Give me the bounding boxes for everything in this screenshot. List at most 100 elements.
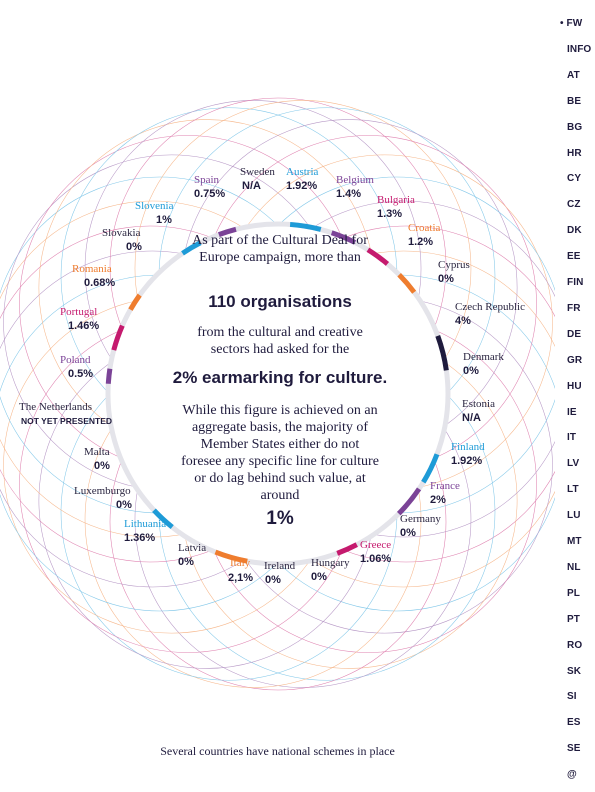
ring-segment-portugal [111, 324, 125, 351]
country-value: 1.92% [286, 180, 318, 192]
around-value: 1% [266, 508, 294, 529]
decorative-circle-pattern [0, 97, 555, 691]
country-value: 0% [178, 556, 194, 568]
country-name: Finland [451, 441, 485, 453]
ring-segment-finland [421, 453, 440, 484]
country-value: 1.3% [377, 208, 403, 220]
country-name: Romania [72, 263, 112, 275]
country-value: 1.46% [68, 320, 100, 332]
country-value: 0% [265, 574, 281, 586]
center-disc [106, 222, 450, 566]
country-name: Lithuania [124, 518, 167, 530]
nav-item-gr[interactable]: GR [567, 354, 583, 366]
ring-segment-croatia [397, 272, 417, 294]
country-value: 0.75% [194, 188, 226, 200]
country-name: Greece [360, 539, 392, 551]
nav-item-it[interactable]: IT [567, 432, 577, 444]
nav-item-fw[interactable]: • FW [560, 18, 583, 29]
country-value: 0% [400, 527, 416, 539]
ring-segment-czech-republic [435, 335, 449, 371]
ring-segment-slovenia [181, 240, 202, 256]
nav-item-lu[interactable]: LU [567, 510, 581, 522]
nav-item-mt[interactable]: MT [567, 536, 582, 547]
country-value: 0.68% [84, 277, 116, 289]
nav-item-cz[interactable]: CZ [567, 199, 581, 211]
nav-item-hu[interactable]: HU [567, 380, 582, 392]
country-name: Estonia [462, 398, 495, 410]
nav-item-si[interactable]: SI [567, 691, 577, 703]
nav-item-se[interactable]: SE [567, 743, 581, 755]
country-value: 0% [94, 460, 110, 472]
country-value: 1.36% [124, 532, 156, 544]
country-name: Belgium [336, 174, 374, 186]
nav-item-bg[interactable]: BG [567, 121, 583, 133]
nav-item-sk[interactable]: SK [567, 665, 582, 677]
body-text: While this figure is achieved on an aggr… [181, 403, 379, 503]
country-name: Slovenia [135, 200, 174, 212]
nav-item-fr[interactable]: FR [567, 302, 581, 314]
earmark-headline: 2% earmarking for culture. [172, 368, 388, 387]
country-value: 1.4% [336, 188, 362, 200]
nav-item-cy[interactable]: CY [567, 173, 582, 185]
country-value: 0% [463, 365, 479, 377]
country-value: 1.92% [451, 455, 483, 467]
nav-item-es[interactable]: ES [567, 717, 581, 729]
ring-segment-france [396, 487, 422, 516]
country-value: 0% [116, 499, 132, 511]
country-name: Portugal [60, 306, 98, 318]
country-name: Austria [286, 166, 319, 178]
nav-item-dk[interactable]: DK [567, 225, 582, 237]
nav-item-ee[interactable]: EE [567, 251, 581, 263]
nav-item-fin[interactable]: FIN [567, 277, 584, 288]
ring-segment-lithuania [152, 508, 174, 530]
ring-segment-bulgaria [366, 247, 390, 266]
nav-item-hr[interactable]: HR [567, 147, 582, 159]
sectors-text: from the cultural and creative sectors h… [197, 325, 363, 357]
country-nav: • FW INFO AT BE BG HR CY CZ DK EE FIN FR DE GR HU IE IT L… [555, 0, 595, 792]
ring-segment-spain [217, 226, 237, 237]
ring-segment-belgium [330, 230, 357, 245]
country-name: France [430, 480, 460, 492]
country-name: Slovakia [102, 227, 141, 239]
nav-item-pt[interactable]: PT [567, 613, 580, 625]
nav-item-be[interactable]: BE [567, 95, 582, 107]
country-value: 0% [438, 273, 454, 285]
nav-item-info[interactable]: INFO [567, 43, 592, 55]
country-name: Bulgaria [377, 194, 415, 206]
country-name: Czech Republic [455, 301, 525, 313]
country-name: Germany [400, 513, 441, 525]
nav-item-ie[interactable]: IE [567, 406, 577, 418]
country-name: Malta [84, 446, 110, 458]
nav-item-pl[interactable]: PL [567, 587, 580, 599]
country-name: Croatia [408, 222, 441, 234]
country-value: 0.5% [68, 368, 94, 380]
country-name: Poland [60, 354, 91, 366]
ring-segment-poland [105, 368, 113, 384]
country-name: Sweden [240, 166, 275, 178]
nav-item-email[interactable]: @ [567, 769, 577, 781]
country-name: Luxemburgo [74, 485, 131, 497]
nav-item-lt[interactable]: LT [567, 484, 579, 496]
country-name: Denmark [463, 351, 504, 363]
ring-segment-greece [336, 542, 358, 556]
nav-item-nl[interactable]: NL [567, 561, 581, 573]
country-name: Latvia [178, 542, 207, 554]
ring-segment-italy [214, 549, 248, 564]
country-value: 0% [126, 241, 142, 253]
footer-caption: Several countries have national schemes … [160, 744, 395, 758]
country-value: 2% [430, 494, 446, 506]
nav-item-lv[interactable]: LV [567, 458, 580, 470]
country-name: Hungary [311, 557, 350, 569]
nav-item-ro[interactable]: RO [567, 639, 583, 651]
nav-item-de[interactable]: DE [567, 328, 582, 340]
intro-text: As part of the Cultural Deal for Europe … [192, 233, 368, 265]
country-value: 1.2% [408, 236, 434, 248]
country-name: The Netherlands [19, 401, 92, 413]
nav-item-at[interactable]: AT [567, 69, 580, 81]
country-name: Spain [194, 174, 220, 186]
country-value: N/A [462, 412, 481, 424]
organisations-headline: 110 organisations [208, 292, 352, 311]
ring-segment-austria [289, 221, 322, 232]
country-value: N/A [242, 180, 261, 192]
ring-track [105, 221, 451, 567]
